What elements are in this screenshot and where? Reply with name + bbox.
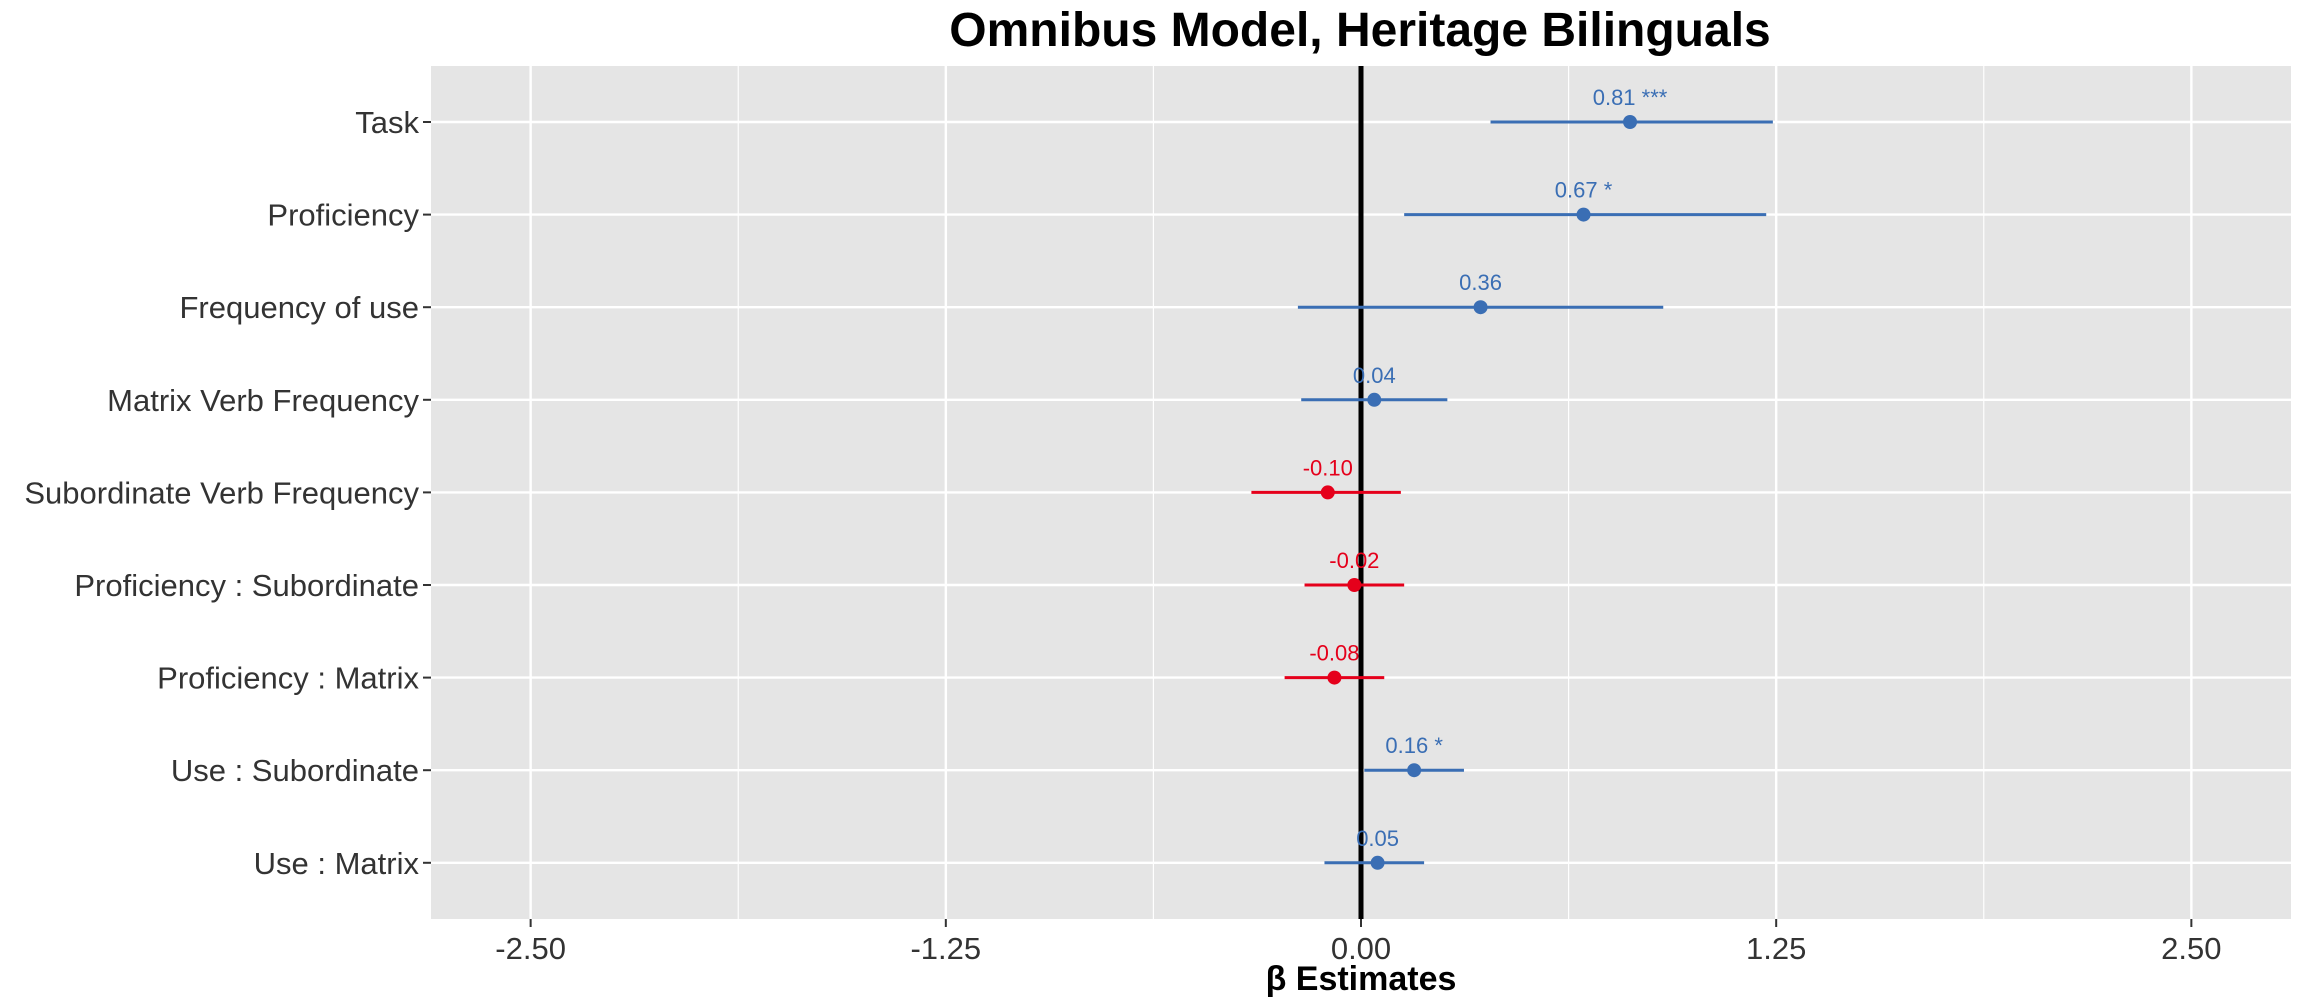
estimate-label: -0.10 [1303, 455, 1353, 480]
estimate-label: 0.36 [1459, 270, 1502, 295]
estimate-point [1576, 207, 1591, 222]
estimate-point [1370, 855, 1385, 870]
estimate-point [1320, 485, 1335, 500]
estimate-point [1327, 670, 1342, 685]
chart-title: Omnibus Model, Heritage Bilinguals [949, 4, 1770, 57]
y-tick-label: Use : Subordinate [171, 753, 419, 788]
estimate-points [1320, 115, 1638, 870]
y-tick-label: Matrix Verb Frequency [107, 383, 419, 418]
estimate-label: -0.08 [1309, 641, 1359, 666]
estimate-label: -0.02 [1329, 548, 1379, 573]
estimate-point [1347, 578, 1362, 592]
x-axis: -2.50 -1.25 0.00 1.25 2.50 [495, 919, 2222, 966]
y-tick-label: Use : Matrix [254, 846, 420, 881]
estimate-label: 0.16 * [1385, 733, 1443, 758]
y-axis: Task Proficiency Frequency of use Matrix Ve… [24, 105, 431, 881]
x-tick-label: -1.25 [910, 931, 981, 966]
y-tick-label: Proficiency : Matrix [157, 661, 419, 696]
y-tick-label: Task [355, 105, 419, 140]
x-tick-label: 1.25 [1746, 931, 1806, 966]
y-tick-label: Proficiency [267, 198, 419, 233]
y-tick-label: Frequency of use [179, 290, 419, 325]
estimate-label: 0.04 [1353, 363, 1396, 388]
estimate-point [1407, 763, 1422, 778]
x-tick-label: 0.00 [1331, 931, 1391, 966]
estimate-label: 0.05 [1356, 826, 1399, 851]
estimate-labels: 0.81 *** 0.67 * 0.36 0.04 -0.10 -0.02 -0.08 0.1… [1303, 85, 1668, 851]
estimate-label: 0.81 *** [1593, 85, 1668, 110]
y-tick-label: Proficiency : Subordinate [74, 568, 419, 603]
x-tick-label: -2.50 [495, 931, 566, 966]
y-tick-label: Subordinate Verb Frequency [24, 475, 419, 510]
estimate-point [1367, 392, 1382, 407]
x-tick-label: 2.50 [2161, 931, 2221, 966]
estimate-label: 0.67 * [1555, 178, 1613, 203]
estimate-point [1623, 115, 1638, 129]
x-axis-label: β Estimates [1266, 960, 1457, 998]
estimate-point [1473, 300, 1488, 315]
